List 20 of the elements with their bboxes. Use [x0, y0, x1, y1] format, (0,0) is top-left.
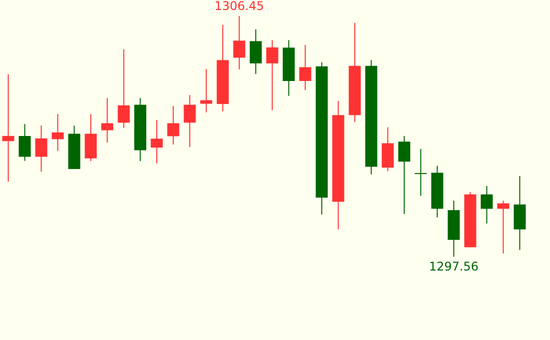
candlestick: [101, 98, 114, 143]
candlestick: [52, 114, 64, 152]
candlestick: [250, 28, 262, 74]
candlestick: [18, 124, 31, 162]
candlestick: [299, 44, 312, 91]
candlestick: [150, 119, 163, 164]
candlestick: [233, 16, 246, 70]
candlestick: [118, 48, 130, 128]
candlestick: [266, 40, 278, 111]
candlestick: [167, 105, 180, 146]
candlestick: [398, 135, 410, 214]
candlestick: [35, 124, 48, 172]
candlestick: [2, 74, 14, 182]
candlestick: [184, 94, 196, 148]
annotation: 1306.45: [214, 0, 264, 13]
candlestick: [200, 68, 212, 113]
candlestick: [414, 148, 427, 196]
candlestick: [497, 200, 510, 254]
candlestick: [480, 186, 493, 224]
annotation: 1297.56: [428, 260, 479, 274]
